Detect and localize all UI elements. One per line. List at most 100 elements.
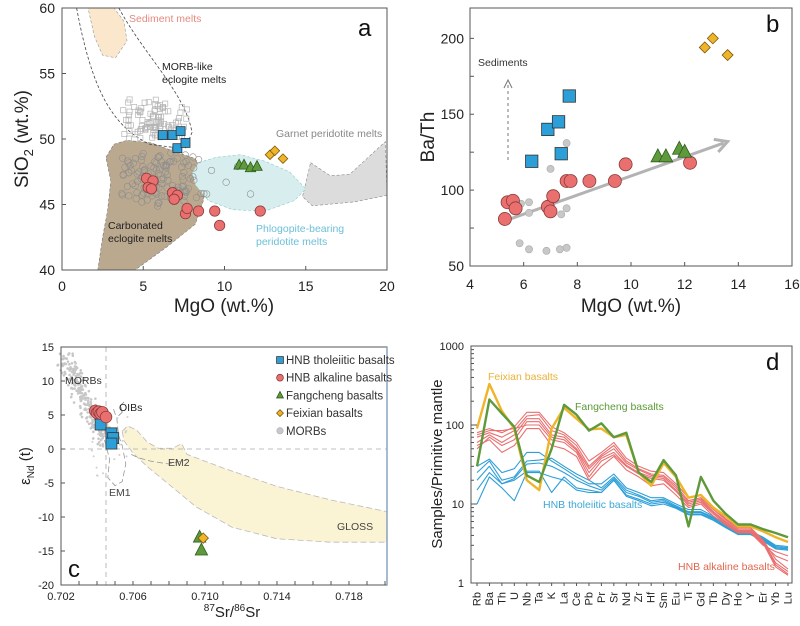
- a-point-hnb-tholeiitic-basalts: [157, 130, 168, 140]
- a-morb-eclogite-point: [137, 108, 144, 115]
- b-point-hnb-tholeiitic-basalts: [541, 122, 555, 137]
- c-morb-point: [64, 362, 68, 366]
- a-carbonated-point: [184, 161, 193, 169]
- a-carbonated-point: [121, 163, 129, 171]
- c-morb-point: [91, 437, 95, 440]
- a-morb-eclogite-point: [151, 124, 157, 131]
- c-morb-point: [113, 458, 116, 461]
- d-line-hnb-alkaline-basalts-1: [476, 411, 789, 570]
- a-carbonated-point: [152, 159, 160, 167]
- c-morb-point: [70, 362, 74, 365]
- d-x-tick-label: Gd: [695, 592, 707, 607]
- a-morb-eclogite-point: [159, 104, 166, 111]
- a-carbonated-point: [166, 157, 174, 166]
- a-y-tick-label: 55: [39, 66, 55, 82]
- a-morb-background-points: [118, 96, 255, 210]
- c-morb-point: [79, 413, 82, 416]
- c-y-tick-label: 15: [42, 342, 54, 354]
- panel-a: 0 5 10 15 20 40 45 50 55 60 a Sediment melts MORB…: [12, 0, 395, 317]
- a-carbonated-point: [138, 152, 146, 160]
- b-point-morbs: [546, 164, 555, 173]
- c-oib-leader: [118, 401, 125, 416]
- a-label-garnet-peridotite: Garnet peridotite melts: [276, 128, 382, 140]
- b-label-sediments: Sediments: [478, 57, 528, 69]
- c-morb-point: [76, 383, 80, 386]
- d-x-tick-label: Sr: [608, 592, 620, 603]
- c-x-tick-label: 0.718: [335, 591, 363, 603]
- c-morb-point: [101, 444, 105, 448]
- d-panel-letter: d: [766, 349, 779, 376]
- a-morb-eclogite-point: [125, 123, 132, 129]
- a-x-tick-label: 15: [298, 278, 314, 294]
- c-data-points: [88, 404, 209, 556]
- c-field-gloss: [121, 425, 388, 543]
- c-morb-point: [89, 398, 93, 401]
- c-morb-point: [90, 421, 93, 425]
- a-morb-eclogite-point: [178, 104, 185, 111]
- a-y-tick-label: 45: [39, 197, 55, 213]
- c-x-tick-label: 0.702: [47, 591, 75, 603]
- b-plot-frame: [469, 7, 793, 267]
- a-morb-eclogite-point: [137, 135, 144, 142]
- c-morb-point: [71, 379, 74, 382]
- a-point-feixian-basalts: [269, 145, 281, 157]
- a-morb-eclogite-point: [139, 117, 146, 123]
- d-x-tick-label: U: [509, 592, 521, 600]
- c-morb-point: [62, 354, 65, 358]
- a-x-tick-label: 20: [379, 278, 395, 294]
- c-morb-point: [116, 417, 119, 420]
- a-point-fangcheng-basalts: [238, 158, 250, 170]
- c-morb-point: [99, 439, 102, 442]
- a-morb-eclogite-point: [145, 99, 152, 106]
- c-y-tick-label: -15: [38, 546, 54, 558]
- c-morb-point: [83, 392, 87, 395]
- b-x-tick-label: 10: [623, 276, 639, 292]
- a-phlogopite-point: [207, 166, 216, 175]
- d-x-tick-label: K: [546, 591, 558, 599]
- a-carbonated-point: [125, 192, 133, 200]
- b-point-hnb-alkaline-basalts: [683, 155, 697, 170]
- d-line-hnb-tholeiitic-basalts-5: [476, 472, 789, 551]
- b-point-fangcheng-basalts: [677, 143, 693, 158]
- c-morb-point: [105, 424, 109, 428]
- c-label-em2: EM2: [168, 457, 190, 469]
- c-morb-point: [72, 371, 75, 374]
- a-carbonated-point: [137, 156, 145, 164]
- c-label-morbs: MORBs: [65, 375, 102, 387]
- b-point-hnb-alkaline-basalts: [618, 157, 633, 172]
- b-x-axis-label: MgO (wt.%): [581, 296, 681, 317]
- c-legend-marker-morbs: [276, 427, 284, 435]
- c-morb-point: [97, 433, 100, 436]
- c-label-oibs: OIBs: [119, 402, 142, 414]
- c-morb-point: [92, 455, 95, 458]
- c-morb-point: [101, 436, 105, 440]
- c-legend-marker-hnb-tholeiitic-basalts: [276, 356, 284, 364]
- c-y-axis-label: εNd (t): [17, 447, 37, 485]
- a-carbonated-point: [189, 173, 197, 181]
- a-point-hnb-tholeiitic-basalts: [180, 138, 191, 148]
- a-x-axis-label: MgO (wt.%): [174, 296, 274, 317]
- b-x-tick-label: 12: [677, 276, 693, 292]
- d-line-fangcheng-basalts: [475, 398, 789, 539]
- a-label-phlogopite-2: peridotite melts: [256, 236, 327, 248]
- c-morb-point: [95, 466, 98, 469]
- c-morb-point: [61, 357, 65, 361]
- b-point-hnb-tholeiitic-basalts: [554, 147, 568, 161]
- a-carbonated-point: [124, 157, 132, 165]
- c-morb-point: [73, 387, 76, 390]
- b-x-tick-label: 14: [731, 276, 747, 292]
- a-y-tick-label: 40: [39, 262, 55, 278]
- a-field-carbonated-eclogite: [97, 139, 207, 271]
- a-field-morb-eclogite-right: [118, 7, 193, 149]
- a-morb-eclogite-point: [138, 105, 145, 112]
- a-y-label-main: SiO: [12, 156, 33, 188]
- a-morb-eclogite-point: [125, 135, 132, 142]
- b-point-fangcheng-basalts: [658, 148, 674, 163]
- a-morb-eclogite-point: [126, 96, 133, 103]
- c-legend-label-fangcheng-basalts: Fangcheng basalts: [286, 390, 383, 402]
- a-x-tick-label: 0: [58, 278, 66, 294]
- d-line-hnb-alkaline-basalts-2: [476, 414, 789, 572]
- c-morb-point: [74, 362, 77, 365]
- c-morb-point: [68, 367, 71, 371]
- d-line-hnb-tholeiitic-basalts-4: [476, 470, 789, 550]
